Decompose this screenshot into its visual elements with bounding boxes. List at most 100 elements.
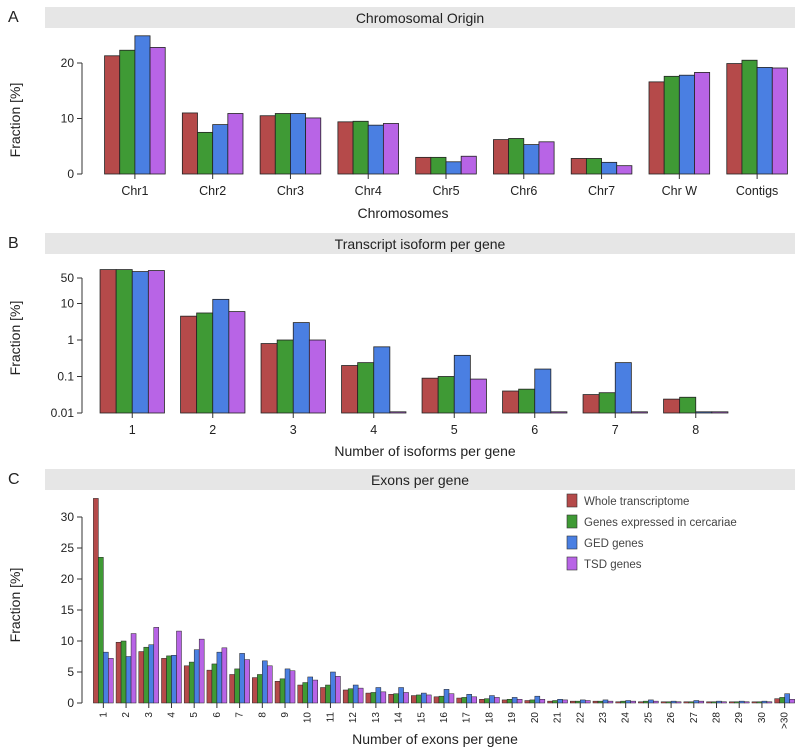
legend-label-whole: Whole transcriptome — [584, 496, 689, 508]
panel-b-bar-cercariae — [357, 362, 375, 414]
panel-c-bar-tsd — [516, 699, 523, 704]
panel-c-x-tick-label: 30 — [757, 712, 768, 724]
panel-c-bar-tsd — [426, 694, 432, 704]
panel-c-bar-whole — [274, 681, 281, 704]
panel-c-x-tick-label: 6 — [212, 712, 223, 718]
panel-c-x-tick-label: 8 — [257, 712, 268, 718]
panel-a-bar-tsd — [382, 123, 399, 175]
panel-c-bar-tsd — [743, 701, 750, 704]
panel-c-bar-cercariae — [279, 678, 286, 704]
panel-c-bar-cercariae — [393, 693, 399, 704]
panel-c-x-tick-label: 21 — [553, 712, 564, 724]
panel-c-x-tick-label: 12 — [348, 712, 359, 724]
panel-c-bar-cercariae — [688, 701, 695, 704]
panel-a-x-tick-label: Chr2 — [199, 184, 226, 198]
panel-b-bar-cercariae — [276, 339, 294, 414]
panel-b-bar-whole — [180, 315, 198, 414]
panel-c-bar-whole — [297, 684, 303, 704]
panel-c-x-tick-label: 1 — [98, 712, 109, 718]
panel-a-x-tick-label: Chr3 — [277, 184, 304, 198]
panel-a-bar-ged — [756, 67, 773, 175]
panel-c-bar-ged — [352, 684, 359, 704]
panel-b-bar-cercariae — [115, 269, 133, 414]
panel-b-bar-tsd — [389, 411, 407, 414]
panel-c-bar-whole — [728, 701, 735, 704]
panel-b-bar-cercariae — [679, 396, 697, 414]
panel-c-bar-ged — [103, 651, 109, 704]
panel-a-x-tick-label: Chr5 — [432, 184, 459, 198]
panel-a-bar-cercariae — [663, 75, 680, 175]
panel-c-xlabel: Number of exons per gene — [352, 731, 518, 747]
panel-b-bar-tsd — [228, 311, 246, 414]
panel-c-bar-tsd — [698, 700, 705, 704]
panel-b-xlabel: Number of isoforms per gene — [334, 443, 516, 459]
legend-label-tsd: TSD genes — [584, 559, 642, 571]
panel-a-bar-cercariae — [119, 49, 136, 175]
panel-a-bar-tsd — [149, 47, 166, 175]
panel-a-bar-tsd — [694, 72, 711, 175]
panel-c-bar-whole — [660, 701, 667, 704]
panel-c-bar-whole — [615, 701, 621, 704]
panel-a-y-tick-label: 10 — [61, 112, 75, 126]
panel-c-bar-whole — [638, 701, 644, 704]
panel-c-x-tick-label: 10 — [303, 712, 314, 724]
panel-c-bar-whole — [433, 696, 440, 704]
panel-a-bar-whole — [337, 121, 354, 175]
panel-c-bar-whole — [115, 641, 122, 704]
panel-a-title-bar — [45, 7, 795, 28]
panel-c-bar-cercariae — [302, 682, 308, 704]
panel-c-bar-tsd — [153, 627, 160, 704]
panel-c-bar-tsd — [653, 700, 659, 704]
panel-c-x-tick-label: >30 — [780, 712, 791, 729]
panel-c-letter: C — [8, 471, 20, 488]
panel-c-bar-ged — [239, 653, 245, 704]
panel-a-y-tick-label: 20 — [61, 56, 75, 70]
panel-c-bar-cercariae — [98, 557, 104, 704]
panel-b-bar-whole — [99, 269, 117, 414]
panel-c-bar-whole — [547, 700, 553, 704]
panel-c-bar-whole — [570, 700, 576, 704]
panel-b-bar-whole — [260, 343, 278, 414]
panel-c-bar-cercariae — [506, 699, 513, 704]
panel-c-bar-whole — [456, 697, 462, 704]
panel-a-bar-ged — [678, 74, 695, 175]
panel-a-y-tick-label: 0 — [67, 167, 74, 181]
panel-b-bar-whole — [582, 394, 600, 414]
panel-b-ylabel: Fraction [%] — [7, 301, 23, 376]
panel-c-bar-cercariae — [620, 700, 626, 704]
panel-b-title-bar — [45, 233, 795, 254]
panel-a-bar-ged — [134, 35, 151, 175]
panel-c-bar-ged — [330, 671, 336, 704]
panel-c-bar-ged — [670, 700, 677, 704]
legend: Whole transcriptome Genes expressed in c… — [566, 493, 737, 571]
panel-c-bar-tsd — [289, 670, 296, 704]
panel-c-x-tick-label: 15 — [416, 712, 427, 724]
panel-c-bar-cercariae — [779, 697, 785, 704]
panel-a-bar-whole — [415, 156, 432, 175]
panel-c-bar-whole — [524, 700, 531, 704]
panel-b-bar-ged — [292, 322, 310, 414]
panel-c-bar-ged — [557, 699, 563, 704]
panel-b: B Transcript isoform per gene Fraction [… — [7, 233, 795, 459]
panel-a-ylabel: Fraction [%] — [7, 83, 23, 158]
panel-c-x-tick-label: 26 — [666, 712, 677, 724]
panel-c-bar-ged — [375, 687, 382, 704]
panel-c-y-tick-label: 20 — [61, 572, 75, 586]
panel-c-bar-tsd — [448, 693, 455, 704]
panel-c-bar-cercariae — [733, 701, 740, 704]
panel-b-bar-ged — [695, 411, 713, 414]
panel-c-bar-tsd — [721, 701, 727, 704]
panel-b-bar-ged — [131, 271, 149, 414]
panel-c-bar-cercariae — [643, 700, 649, 704]
panel-c-bar-tsd — [380, 691, 387, 704]
legend-label-cercariae: Genes expressed in cercariae — [584, 517, 737, 529]
panel-b-x-tick-label: 3 — [290, 423, 297, 437]
panel-c-bar-ged — [489, 695, 495, 704]
panel-a-bar-ged — [445, 161, 462, 175]
panel-c-x-tick-label: 2 — [121, 712, 132, 718]
panel-c-title-bar — [45, 469, 795, 490]
panel-c-bar-cercariae — [756, 701, 763, 704]
panel-b-bar-tsd — [147, 270, 165, 414]
panel-c-bar-cercariae — [575, 700, 581, 704]
